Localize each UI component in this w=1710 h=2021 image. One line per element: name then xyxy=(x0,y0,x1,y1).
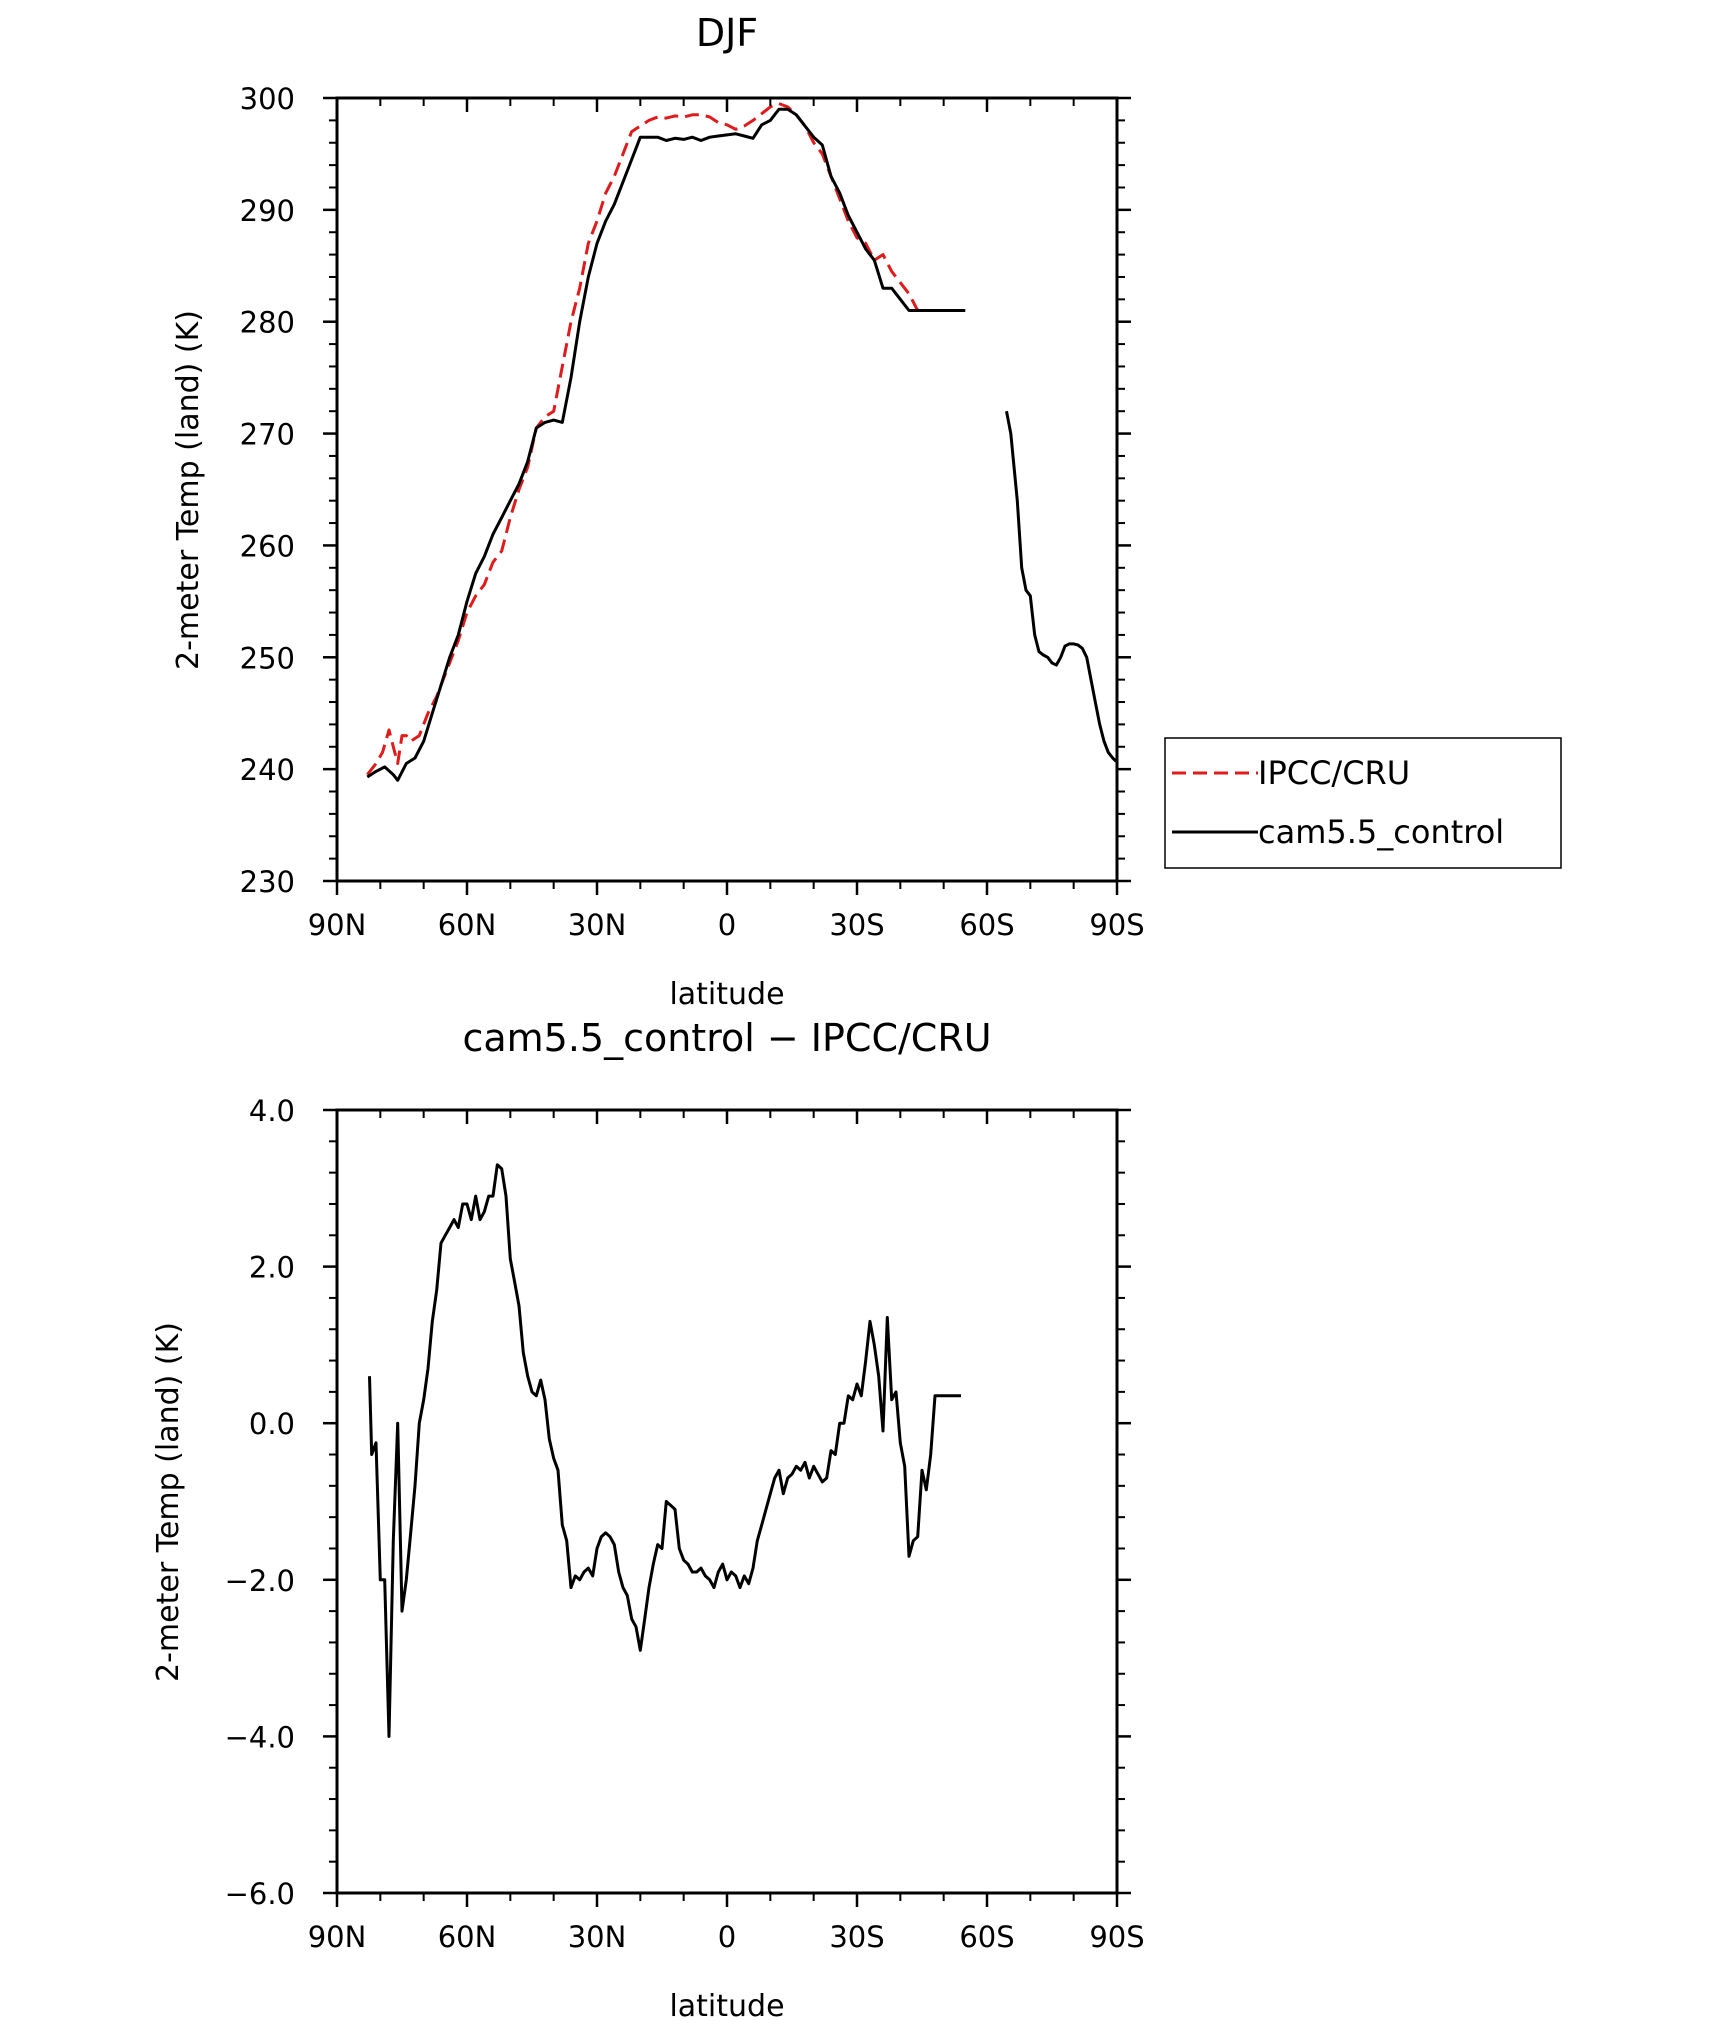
top-panel-xlabel: latitude xyxy=(669,977,784,1012)
bottom-panel-title: cam5.5_control − IPCC/CRU xyxy=(462,1016,991,1060)
top-panel-ylabel: 2-meter Temp (land) (K) xyxy=(171,310,206,670)
top-series-line-cam5.5-control-1 xyxy=(366,107,966,782)
top-xtick-label: 60N xyxy=(438,908,497,942)
top-ytick-label: 230 xyxy=(240,865,295,899)
bot-ytick-label: −4.0 xyxy=(225,1720,295,1754)
top-panel-tick-labels: 90N 60N 30N 0 30S 60S 90S 230 240 250 260 270 280 290… xyxy=(240,82,1145,942)
top-xtick-label: 60S xyxy=(959,908,1014,942)
bottom-panel-xlabel: latitude xyxy=(669,1989,784,2021)
bot-series-line-cam5.5-control-ipcc-cru-0 xyxy=(368,1163,961,1738)
bot-xtick-label: 90N xyxy=(308,1920,367,1954)
top-xtick-label: 30N xyxy=(568,908,627,942)
top-panel-series xyxy=(366,102,1118,782)
top-xtick-label: 0 xyxy=(718,908,736,942)
bottom-panel: cam5.5_control − IPCC/CRU 90N 60N 30N 0 30S 6… xyxy=(151,1016,1145,2021)
bot-xtick-label: 90S xyxy=(1089,1920,1144,1954)
legend-label-ipcc-cru: IPCC/CRU xyxy=(1258,754,1410,792)
bot-ytick-label: 4.0 xyxy=(249,1094,295,1128)
top-xtick-label: 30S xyxy=(829,908,884,942)
top-panel-ticks xyxy=(323,96,1131,895)
bot-ytick-label: −2.0 xyxy=(225,1564,295,1598)
legend-label-cam5.5-control: cam5.5_control xyxy=(1258,813,1504,851)
top-xtick-label: 90N xyxy=(308,908,367,942)
top-ytick-label: 280 xyxy=(240,306,295,340)
top-panel: DJF 90N 60N 30N 0 30S 60S 90S 230 240 250 260 270 28… xyxy=(171,11,1145,1012)
bot-xtick-label: 60S xyxy=(959,1920,1014,1954)
bot-ytick-label: −6.0 xyxy=(225,1877,295,1911)
bot-xtick-label: 60N xyxy=(438,1920,497,1954)
bot-ytick-label: 0.0 xyxy=(249,1407,295,1441)
legend-box xyxy=(1164,737,1562,869)
bot-xtick-label: 0 xyxy=(718,1920,736,1954)
bottom-panel-ylabel: 2-meter Temp (land) (K) xyxy=(151,1322,186,1682)
top-xtick-label: 90S xyxy=(1089,908,1144,942)
top-ytick-label: 270 xyxy=(240,418,295,452)
top-panel-title: DJF xyxy=(696,11,758,55)
top-ytick-label: 290 xyxy=(240,194,295,228)
top-series-line-cam5.5-control-antarctica-2 xyxy=(1005,410,1118,763)
bottom-panel-series xyxy=(368,1163,961,1738)
top-ytick-label: 260 xyxy=(240,529,295,563)
legend: IPCC/CRU cam5.5_control xyxy=(1164,737,1562,869)
bot-xtick-label: 30N xyxy=(568,1920,627,1954)
top-ytick-label: 250 xyxy=(240,641,295,675)
top-ytick-label: 300 xyxy=(240,82,295,116)
top-ytick-label: 240 xyxy=(240,753,295,787)
bot-ytick-label: 2.0 xyxy=(249,1251,295,1285)
bottom-panel-tick-labels: 90N 60N 30N 0 30S 60S 90S −6.0 −4.0 −2.0 0.0 2.0 4.0 xyxy=(225,1094,1145,1954)
bot-xtick-label: 30S xyxy=(829,1920,884,1954)
bottom-panel-ticks xyxy=(323,1108,1131,1907)
